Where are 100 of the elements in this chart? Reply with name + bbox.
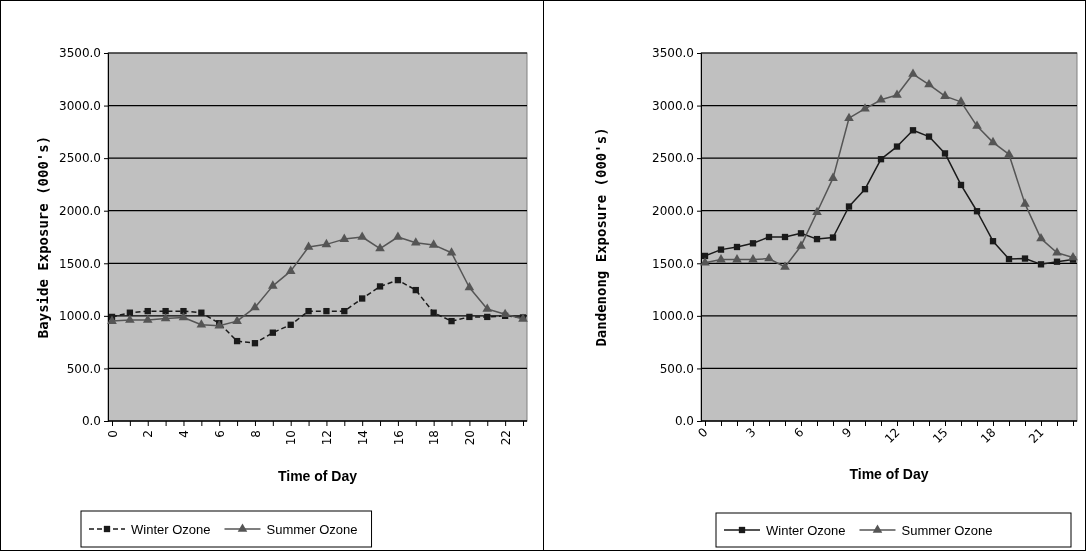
point — [829, 234, 837, 241]
point — [812, 206, 822, 216]
point — [892, 89, 902, 98]
point — [796, 240, 806, 249]
point — [303, 241, 314, 250]
point — [142, 314, 153, 323]
x-tick-label: 18 — [977, 425, 999, 446]
point — [339, 233, 350, 242]
x-tick-label: 4 — [177, 430, 192, 438]
y-tick-label: 1000.0 — [59, 309, 101, 324]
point — [876, 94, 886, 103]
y-tick-label: 3000.0 — [59, 98, 101, 113]
point — [144, 307, 151, 315]
point — [1068, 251, 1078, 261]
point — [957, 181, 965, 189]
y-tick-label: 500.0 — [659, 361, 694, 376]
y-axis-title: Bayside Exposure (000's) — [35, 135, 51, 339]
point — [393, 231, 403, 240]
x-axis-title: Time of Day — [277, 468, 358, 484]
x-tick-label: 12 — [320, 430, 335, 446]
point — [781, 233, 789, 241]
x-tick-label: 18 — [427, 430, 442, 446]
point — [430, 309, 437, 316]
point — [748, 254, 758, 263]
point — [877, 156, 885, 163]
x-tick-label: 8 — [248, 430, 263, 438]
point — [1004, 148, 1014, 158]
point — [813, 235, 821, 243]
point — [1020, 198, 1030, 207]
y-tick-label: 0.0 — [674, 414, 694, 429]
point — [733, 243, 741, 251]
point — [323, 307, 330, 315]
point — [844, 112, 854, 121]
point — [180, 307, 187, 315]
point — [357, 231, 367, 240]
point — [285, 265, 296, 274]
y-tick-label: 1500.0 — [652, 256, 694, 271]
y-tick-label: 0.0 — [81, 414, 101, 429]
point — [1005, 255, 1013, 263]
x-tick-label: 6 — [791, 425, 807, 441]
x-tick-label: 0 — [695, 425, 711, 441]
point — [376, 283, 384, 290]
point — [828, 172, 838, 181]
point — [1036, 233, 1046, 242]
x-tick-label: 6 — [212, 430, 227, 438]
point — [908, 68, 918, 77]
x-tick-label: 12 — [881, 425, 903, 446]
y-tick-label: 2500.0 — [59, 151, 101, 166]
point — [1053, 258, 1061, 265]
point — [269, 329, 276, 336]
point — [394, 276, 402, 284]
point — [446, 247, 457, 256]
legend-label: Summer Ozone — [901, 522, 993, 538]
point — [196, 319, 207, 328]
y-axis-title: Dandenong Exposure (000's) — [593, 127, 609, 347]
legend-label: Winter Ozone — [766, 522, 846, 538]
point — [909, 127, 917, 134]
point — [160, 312, 171, 322]
point — [198, 309, 205, 316]
point — [749, 240, 757, 247]
x-axis-title: Time of Day — [849, 466, 929, 482]
point — [845, 203, 853, 210]
point — [359, 295, 366, 302]
x-tick-label: 21 — [1025, 425, 1047, 446]
y-tick-label: 1500.0 — [59, 256, 101, 271]
point — [466, 313, 473, 321]
point — [232, 315, 242, 324]
point — [956, 96, 966, 105]
point — [125, 314, 135, 323]
point — [287, 321, 294, 328]
point — [464, 281, 475, 291]
point — [321, 238, 332, 248]
point — [988, 136, 998, 146]
x-tick-label: 15 — [929, 425, 951, 446]
point — [860, 103, 870, 112]
point — [268, 280, 278, 289]
point — [484, 313, 491, 321]
point — [1037, 261, 1045, 268]
point — [973, 208, 981, 215]
point — [305, 307, 312, 315]
point — [716, 254, 726, 263]
point — [732, 254, 742, 263]
point — [717, 246, 725, 253]
x-tick-label: 0 — [105, 430, 120, 438]
point — [1021, 255, 1029, 262]
point — [797, 230, 805, 237]
point — [412, 286, 419, 294]
point — [1052, 247, 1062, 256]
point — [250, 301, 260, 311]
x-tick-label: 10 — [284, 430, 299, 446]
point — [428, 239, 439, 248]
point — [251, 340, 259, 347]
y-tick-label: 3500.0 — [652, 46, 694, 61]
point — [925, 133, 933, 140]
x-tick-label: 14 — [355, 430, 370, 446]
y-tick-label: 2000.0 — [59, 204, 101, 219]
point — [893, 143, 901, 150]
x-tick-label: 2 — [141, 430, 156, 438]
point — [780, 261, 790, 270]
point — [940, 90, 950, 99]
